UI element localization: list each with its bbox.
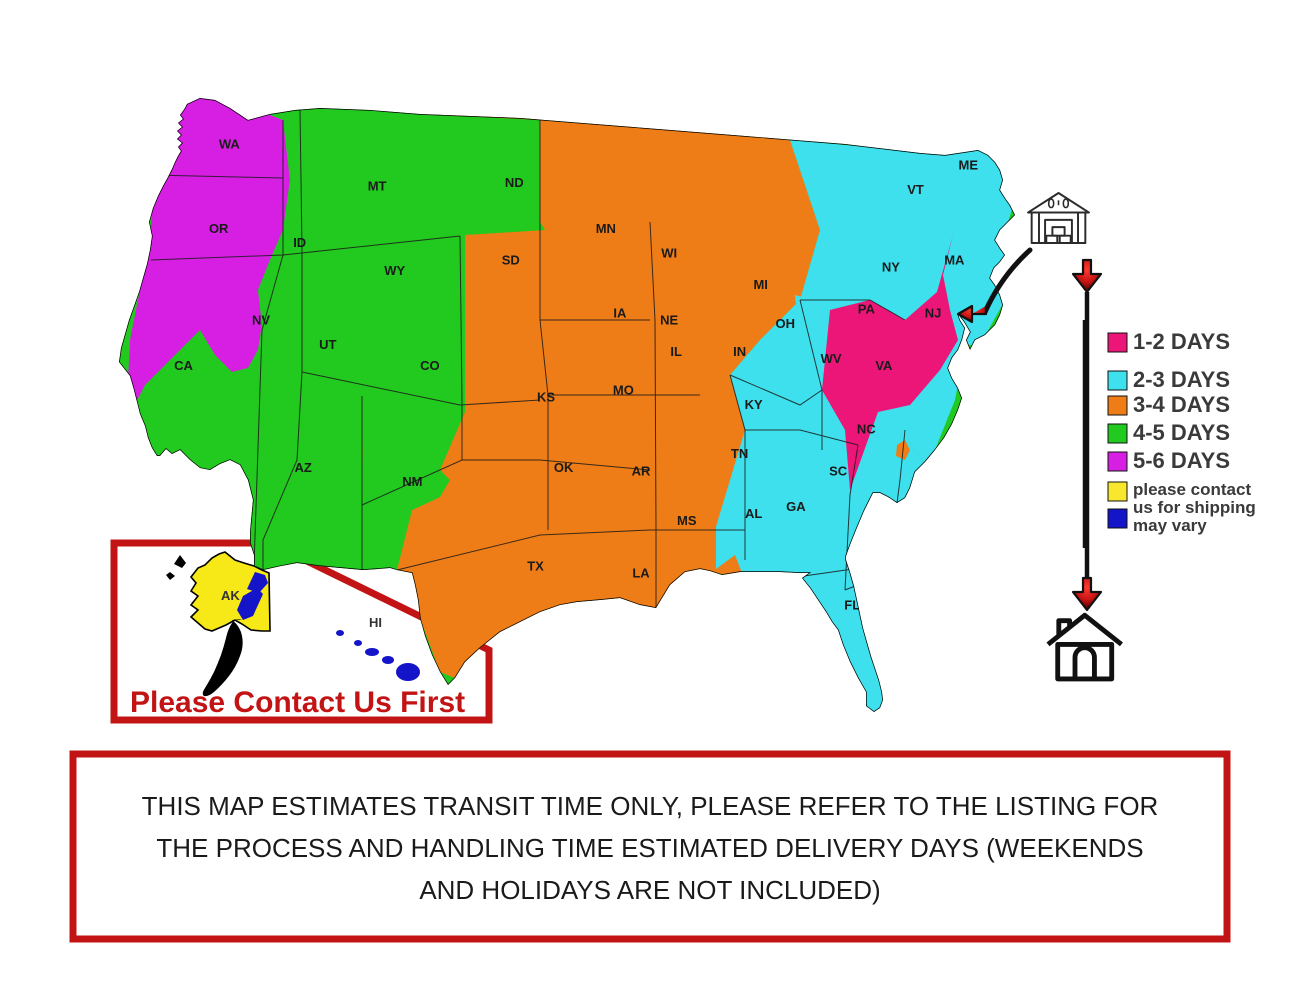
svg-text:HI: HI xyxy=(369,615,382,630)
svg-text:THE PROCESS AND HANDLING TIME: THE PROCESS AND HANDLING TIME ESTIMATED … xyxy=(156,833,1143,863)
svg-text:AND HOLIDAYS ARE NOT INCLUDED): AND HOLIDAYS ARE NOT INCLUDED) xyxy=(419,875,880,905)
svg-text:VT: VT xyxy=(907,182,924,197)
svg-text:WA: WA xyxy=(219,136,241,151)
svg-text:LA: LA xyxy=(632,566,650,581)
svg-text:IL: IL xyxy=(670,344,682,359)
svg-text:THIS MAP ESTIMATES TRANSIT TIM: THIS MAP ESTIMATES TRANSIT TIME ONLY, PL… xyxy=(142,791,1159,821)
svg-text:ME: ME xyxy=(959,158,979,173)
svg-text:MT: MT xyxy=(368,179,387,194)
svg-text:TX: TX xyxy=(527,559,544,574)
svg-text:us for shipping: us for shipping xyxy=(1133,498,1256,517)
svg-text:ID: ID xyxy=(293,235,306,250)
svg-text:MA: MA xyxy=(944,253,965,268)
svg-text:Please Contact Us First: Please Contact Us First xyxy=(130,686,465,719)
svg-text:1-2 DAYS: 1-2 DAYS xyxy=(1133,329,1230,354)
svg-text:NC: NC xyxy=(857,421,876,436)
svg-text:AR: AR xyxy=(632,464,651,479)
svg-text:WI: WI xyxy=(661,245,677,260)
svg-text:IN: IN xyxy=(733,344,746,359)
svg-text:OK: OK xyxy=(554,460,574,475)
svg-text:OR: OR xyxy=(209,221,229,236)
svg-text:CO: CO xyxy=(420,358,440,373)
svg-text:KS: KS xyxy=(537,390,555,405)
svg-text:MN: MN xyxy=(596,221,616,236)
svg-text:NV: NV xyxy=(252,312,270,327)
svg-text:AZ: AZ xyxy=(295,460,312,475)
svg-text:IA: IA xyxy=(613,305,627,320)
svg-text:NE: NE xyxy=(660,312,678,327)
svg-text:SD: SD xyxy=(502,253,520,268)
svg-text:3-4 DAYS: 3-4 DAYS xyxy=(1133,392,1230,417)
svg-text:2-3 DAYS: 2-3 DAYS xyxy=(1133,367,1230,392)
svg-text:NY: NY xyxy=(882,260,900,275)
svg-text:SC: SC xyxy=(829,464,848,479)
svg-text:4-5 DAYS: 4-5 DAYS xyxy=(1133,420,1230,445)
svg-text:MI: MI xyxy=(753,277,767,292)
svg-text:VA: VA xyxy=(875,358,893,373)
svg-text:MS: MS xyxy=(677,513,697,528)
svg-text:PA: PA xyxy=(858,302,876,317)
svg-text:CA: CA xyxy=(174,358,193,373)
svg-text:UT: UT xyxy=(319,337,336,352)
svg-text:WY: WY xyxy=(384,263,405,278)
svg-text:OH: OH xyxy=(776,316,796,331)
svg-text:AL: AL xyxy=(745,506,762,521)
svg-text:NJ: NJ xyxy=(925,305,942,320)
svg-text:please contact: please contact xyxy=(1133,480,1251,499)
svg-text:WV: WV xyxy=(821,351,842,366)
svg-text:AK: AK xyxy=(221,588,240,603)
svg-text:MO: MO xyxy=(613,383,634,398)
svg-text:KY: KY xyxy=(745,397,763,412)
svg-text:5-6 DAYS: 5-6 DAYS xyxy=(1133,448,1230,473)
svg-text:NM: NM xyxy=(402,474,422,489)
svg-text:TN: TN xyxy=(731,446,748,461)
svg-text:may vary: may vary xyxy=(1133,516,1207,535)
svg-text:ND: ND xyxy=(505,175,524,190)
svg-text:GA: GA xyxy=(786,499,806,514)
